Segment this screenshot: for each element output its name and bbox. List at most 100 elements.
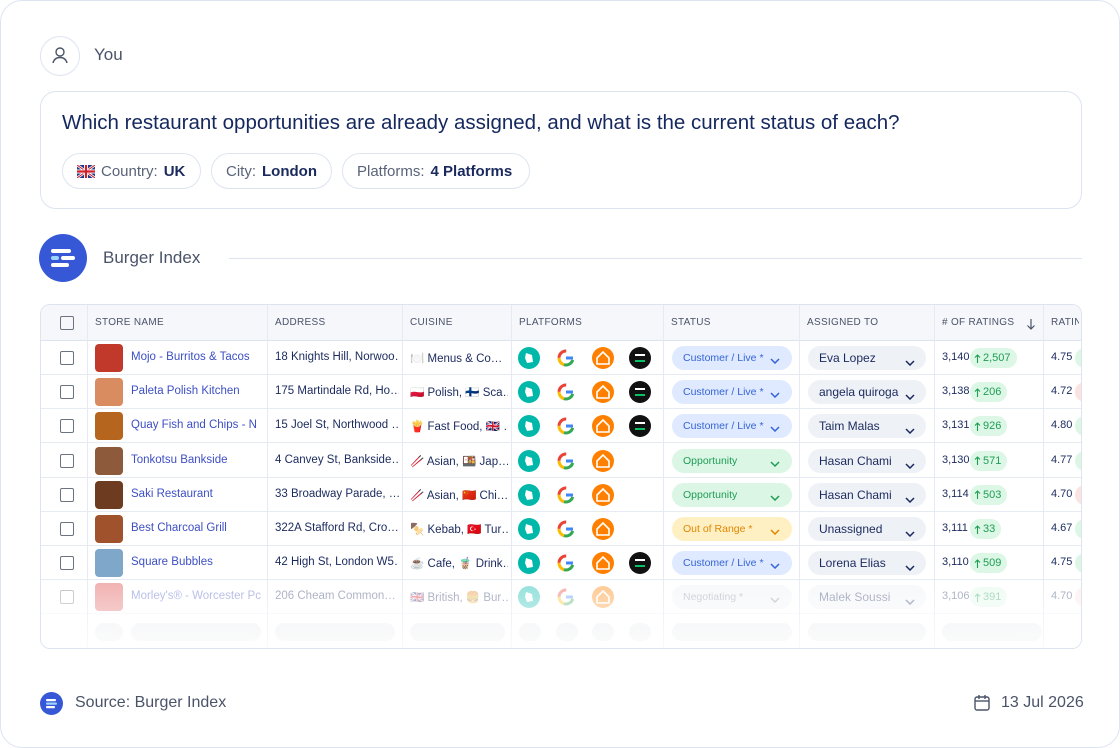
user-name: You: [94, 45, 123, 64]
google-icon: [556, 348, 576, 368]
status-text: Customer / Live *: [683, 352, 764, 364]
assignee-dropdown[interactable]: Unassigned: [808, 517, 926, 541]
rating-badge: [1075, 382, 1081, 403]
filter-chip[interactable]: City: London: [211, 153, 332, 189]
ratings-change-text: 926: [983, 420, 1002, 433]
store-name[interactable]: Best Charcoal Grill: [131, 522, 227, 534]
store-name[interactable]: Square Bubbles: [131, 556, 213, 569]
assignee-text: Lorena Elias: [819, 556, 886, 571]
ratings-change: 509: [970, 553, 1008, 574]
assignee-dropdown[interactable]: Hasan Chami: [808, 448, 926, 473]
row-checkbox[interactable]: [60, 419, 74, 434]
ratings-change-text: 206: [983, 386, 1002, 399]
table-row[interactable]: Quay Fish and Chips - N 15 Joel St, North…: [41, 409, 1081, 444]
calendar-icon: [974, 695, 990, 711]
column-header[interactable]: STORE NAME: [95, 317, 164, 328]
row-checkbox[interactable]: [60, 487, 74, 502]
table-row[interactable]: Best Charcoal Grill 322A Stafford Rd, Cro…: [41, 512, 1081, 546]
rating-badge: [1075, 553, 1081, 574]
chevron: [905, 526, 915, 538]
deliveroo-icon: [518, 483, 540, 506]
rating: 4.70: [1051, 487, 1073, 500]
column-header[interactable]: ADDRESS: [275, 317, 326, 328]
up-arrow: [974, 353, 981, 363]
google-icon: [556, 485, 576, 505]
column-header[interactable]: ASSIGNED TO: [807, 317, 879, 328]
justeat-icon: [592, 415, 614, 438]
status-dropdown[interactable]: Opportunity: [672, 482, 792, 507]
chip-value: UK: [163, 162, 186, 180]
deliveroo-icon: [518, 415, 540, 438]
rating: 4.67: [1051, 522, 1073, 534]
status-text: Customer / Live *: [683, 557, 764, 570]
footer-date: 13 Jul 2026: [1001, 694, 1084, 711]
store-name[interactable]: Tonkotsu Bankside: [131, 453, 228, 466]
store-name[interactable]: Mojo - Burritos & Tacos: [131, 351, 250, 363]
table-row[interactable]: Mojo - Burritos & Tacos 18 Knights Hill, …: [41, 341, 1081, 375]
status-dropdown[interactable]: Customer / Live *: [672, 414, 792, 439]
chip-label: Country:: [101, 162, 158, 180]
address: 33 Broadway Parade, …: [275, 487, 399, 500]
column-header[interactable]: CUISINE: [410, 317, 453, 328]
row-checkbox[interactable]: [60, 453, 74, 468]
cuisine: 🍢 Kebab, 🇹🇷 Tur…: [410, 524, 508, 536]
ratings-change: 503: [970, 484, 1008, 505]
column-header[interactable]: PLATFORMS: [519, 317, 583, 328]
store-name[interactable]: Paleta Polish Kitchen: [131, 385, 240, 398]
chip-value: London: [262, 162, 317, 180]
address: 18 Knights Hill, Norwoo…: [275, 351, 399, 363]
cuisine: 🥢 Asian, 🍱 Jap…: [410, 455, 508, 468]
assignee-dropdown[interactable]: Taim Malas: [808, 414, 926, 439]
table-row[interactable]: Tonkotsu Bankside 4 Canvey St, Bankside… 🥢…: [41, 444, 1081, 478]
filter-chip[interactable]: Country: UK: [62, 153, 201, 189]
status-text: Opportunity: [683, 488, 738, 501]
google-icon: [556, 519, 576, 539]
ratings-count: 3,114: [942, 487, 969, 500]
status-dropdown[interactable]: Customer / Live *: [672, 380, 792, 405]
assignee-dropdown[interactable]: angela quiroga: [808, 380, 926, 405]
store-name[interactable]: Quay Fish and Chips - N: [131, 419, 257, 432]
row-checkbox[interactable]: [60, 522, 74, 536]
row-checkbox[interactable]: [60, 385, 74, 400]
table-row[interactable]: Paleta Polish Kitchen 175 Martindale Rd, …: [41, 375, 1081, 410]
row-checkbox[interactable]: [60, 351, 74, 365]
chip-label: Platforms:: [357, 162, 425, 180]
status-text: Customer / Live *: [683, 420, 764, 433]
column-header[interactable]: # OF RATINGS: [942, 317, 1015, 328]
ratings-change-text: 33: [983, 523, 996, 535]
assignee-dropdown[interactable]: Lorena Elias: [808, 551, 926, 576]
column-header[interactable]: RATING: [1051, 317, 1079, 328]
chevron: [905, 560, 915, 572]
chevron: [905, 355, 915, 367]
column-divider: [799, 305, 800, 648]
google-icon: [556, 382, 576, 402]
assignee-dropdown[interactable]: Hasan Chami: [808, 482, 926, 507]
select-all-checkbox[interactable]: [60, 316, 74, 330]
store-name[interactable]: Saki Restaurant: [131, 487, 213, 500]
address: 4 Canvey St, Bankside…: [275, 453, 399, 466]
ubereats-icon: [629, 347, 651, 369]
rating: 4.77: [1051, 453, 1073, 466]
assignee-dropdown[interactable]: Eva Lopez: [808, 346, 926, 370]
cuisine: 🍟 Fast Food, 🇬🇧 …: [410, 421, 508, 434]
status-dropdown[interactable]: Customer / Live *: [672, 551, 792, 576]
table-row[interactable]: Saki Restaurant 33 Broadway Parade, … 🥢 As…: [41, 478, 1081, 512]
ratings-change-text: 571: [983, 454, 1002, 467]
row-checkbox[interactable]: [60, 556, 74, 571]
google-icon: [556, 553, 576, 573]
table-header-bg: [41, 305, 1081, 341]
filter-chip[interactable]: Platforms: 4 Platforms: [342, 153, 530, 189]
deliveroo-icon: [518, 347, 540, 369]
source-title: Burger Index: [103, 248, 201, 267]
justeat-icon: [592, 552, 614, 575]
status-dropdown[interactable]: Customer / Live *: [672, 346, 792, 370]
ratings-count: 3,131: [942, 419, 970, 432]
status-dropdown[interactable]: Out of Range *: [672, 517, 792, 541]
status-dropdown[interactable]: Opportunity: [672, 448, 792, 473]
chip-value: 4 Platforms: [430, 162, 513, 180]
sort-icon[interactable]: [1026, 317, 1036, 330]
ubereats-icon: [629, 552, 651, 575]
address: 15 Joel St, Northwood …: [275, 419, 399, 432]
column-header[interactable]: STATUS: [671, 317, 711, 328]
deliveroo-icon: [518, 381, 540, 404]
